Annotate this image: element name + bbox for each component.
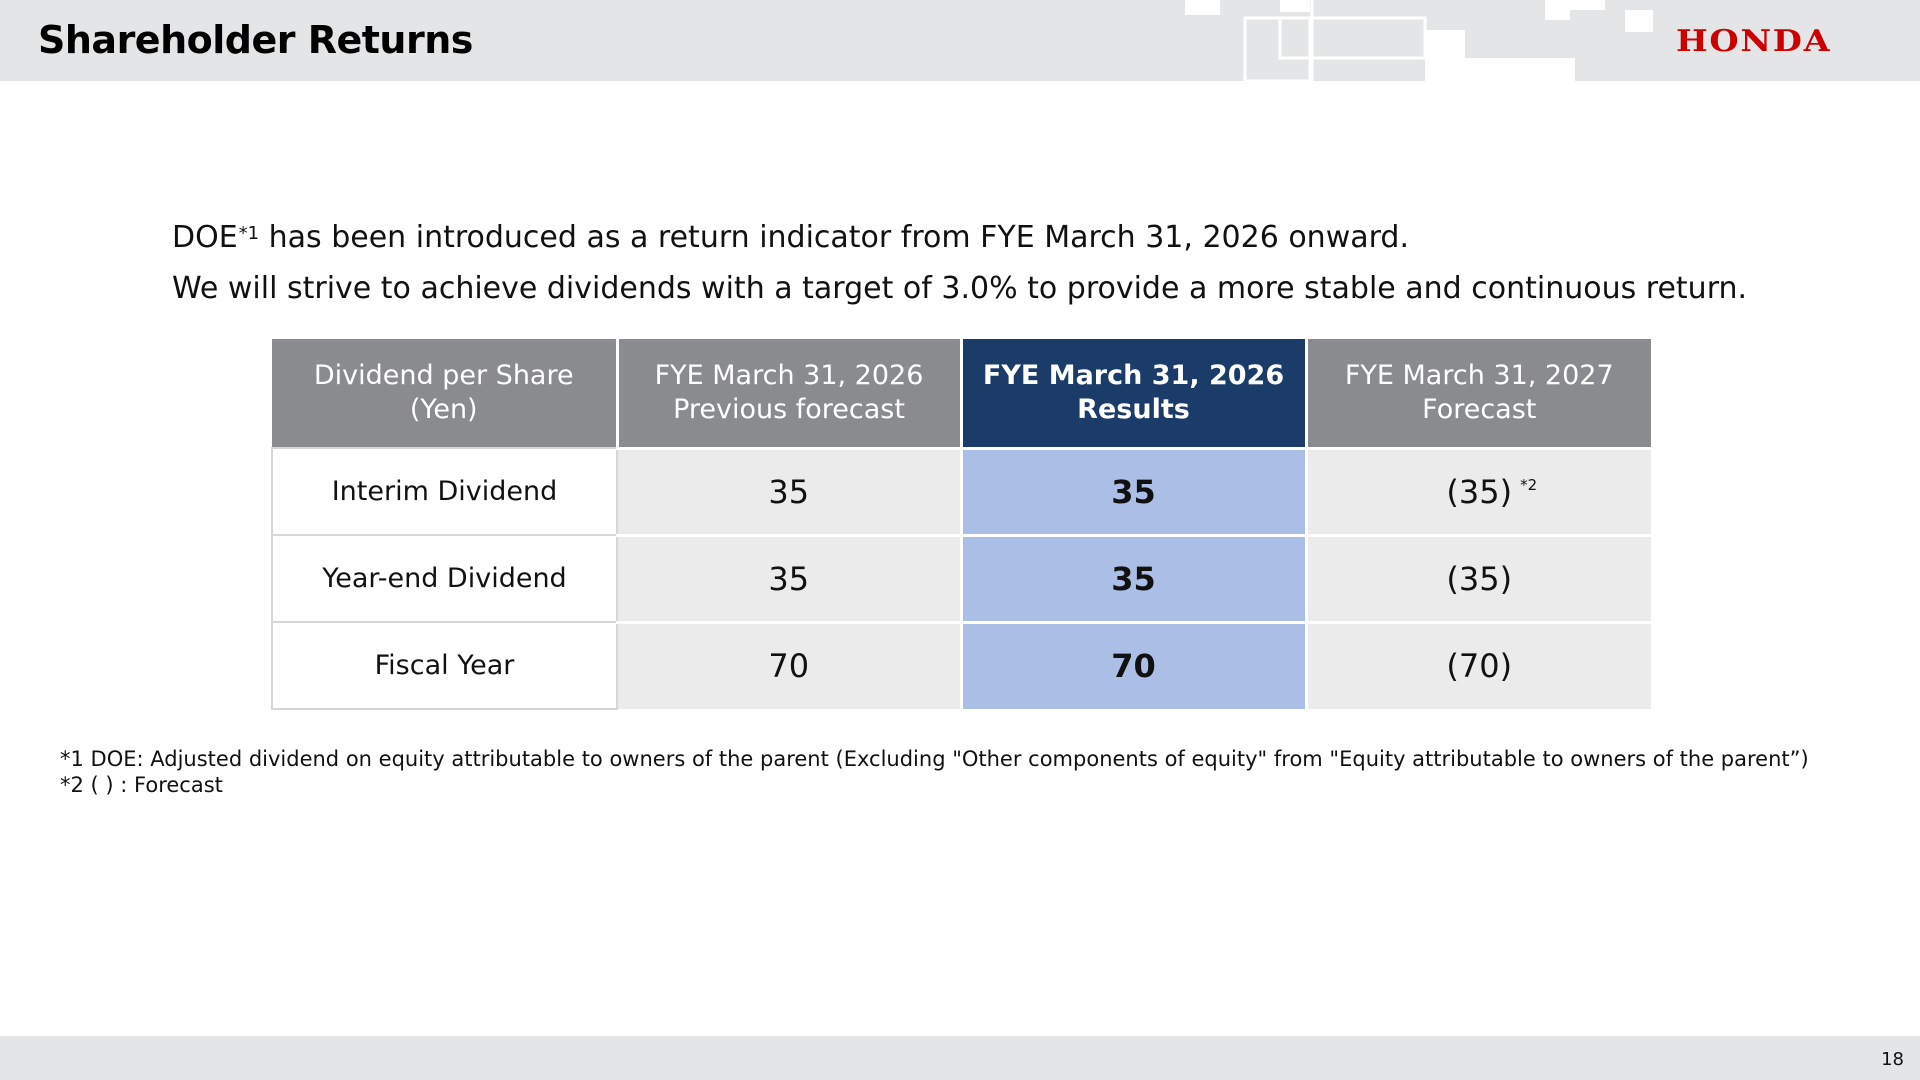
- intro-line-1: DOE*1 has been introduced as a return in…: [172, 212, 1747, 263]
- header-results: FYE March 31, 2026 Results: [961, 339, 1308, 448]
- table-row-interim: Interim Dividend 35 35 (35) *2: [271, 446, 1651, 536]
- cell-forecast: (35): [1306, 533, 1651, 622]
- table-header-row: Dividend per Share (Yen) FYE March 31, 2…: [272, 339, 1651, 448]
- cell-results: 35: [961, 446, 1308, 535]
- page-number: 18: [1881, 1049, 1904, 1070]
- cell-forecast: (35) *2: [1306, 446, 1651, 535]
- intro-line-2: We will strive to achieve dividends with…: [172, 271, 1748, 306]
- footnote-1: *1 DOE: Adjusted dividend on equity attr…: [60, 747, 1809, 771]
- cell-previous: 35: [617, 446, 963, 535]
- cell-previous: 70: [617, 620, 963, 709]
- page-title: Shareholder Returns: [38, 18, 473, 62]
- footnote-ref-1: *1: [238, 223, 260, 244]
- intro-line-1-rest: has been introduced as a return indicato…: [259, 220, 1409, 255]
- row-label: Fiscal Year: [271, 622, 618, 710]
- footnotes: *1 DOE: Adjusted dividend on equity attr…: [60, 746, 1809, 798]
- header-dividend-per-share: Dividend per Share (Yen): [272, 339, 619, 448]
- honda-logo: HONDA: [1676, 24, 1832, 59]
- table-row-fiscal-year: Fiscal Year 70 70 (70): [271, 620, 1651, 710]
- slide-header: Shareholder Returns HONDA: [0, 0, 1920, 81]
- table-row-year-end: Year-end Dividend 35 35 (35): [271, 533, 1651, 623]
- cell-results: 35: [961, 533, 1308, 622]
- cell-previous: 35: [617, 533, 963, 622]
- footnote-2: *2 ( ) : Forecast: [60, 773, 223, 797]
- intro-text: DOE*1 has been introduced as a return in…: [172, 212, 1747, 314]
- row-label: Interim Dividend: [271, 447, 618, 536]
- cell-forecast: (70): [1306, 620, 1651, 709]
- header-previous-forecast: FYE March 31, 2026 Previous forecast: [617, 339, 963, 448]
- doe-term: DOE: [172, 220, 238, 255]
- header-forecast: FYE March 31, 2027 Forecast: [1306, 339, 1651, 448]
- slide-footer: 18: [0, 1036, 1920, 1080]
- footnote-ref-2: *2: [1520, 475, 1538, 494]
- row-label: Year-end Dividend: [271, 535, 618, 623]
- cell-results: 70: [961, 620, 1308, 709]
- dividend-table: Dividend per Share (Yen) FYE March 31, 2…: [271, 339, 1651, 710]
